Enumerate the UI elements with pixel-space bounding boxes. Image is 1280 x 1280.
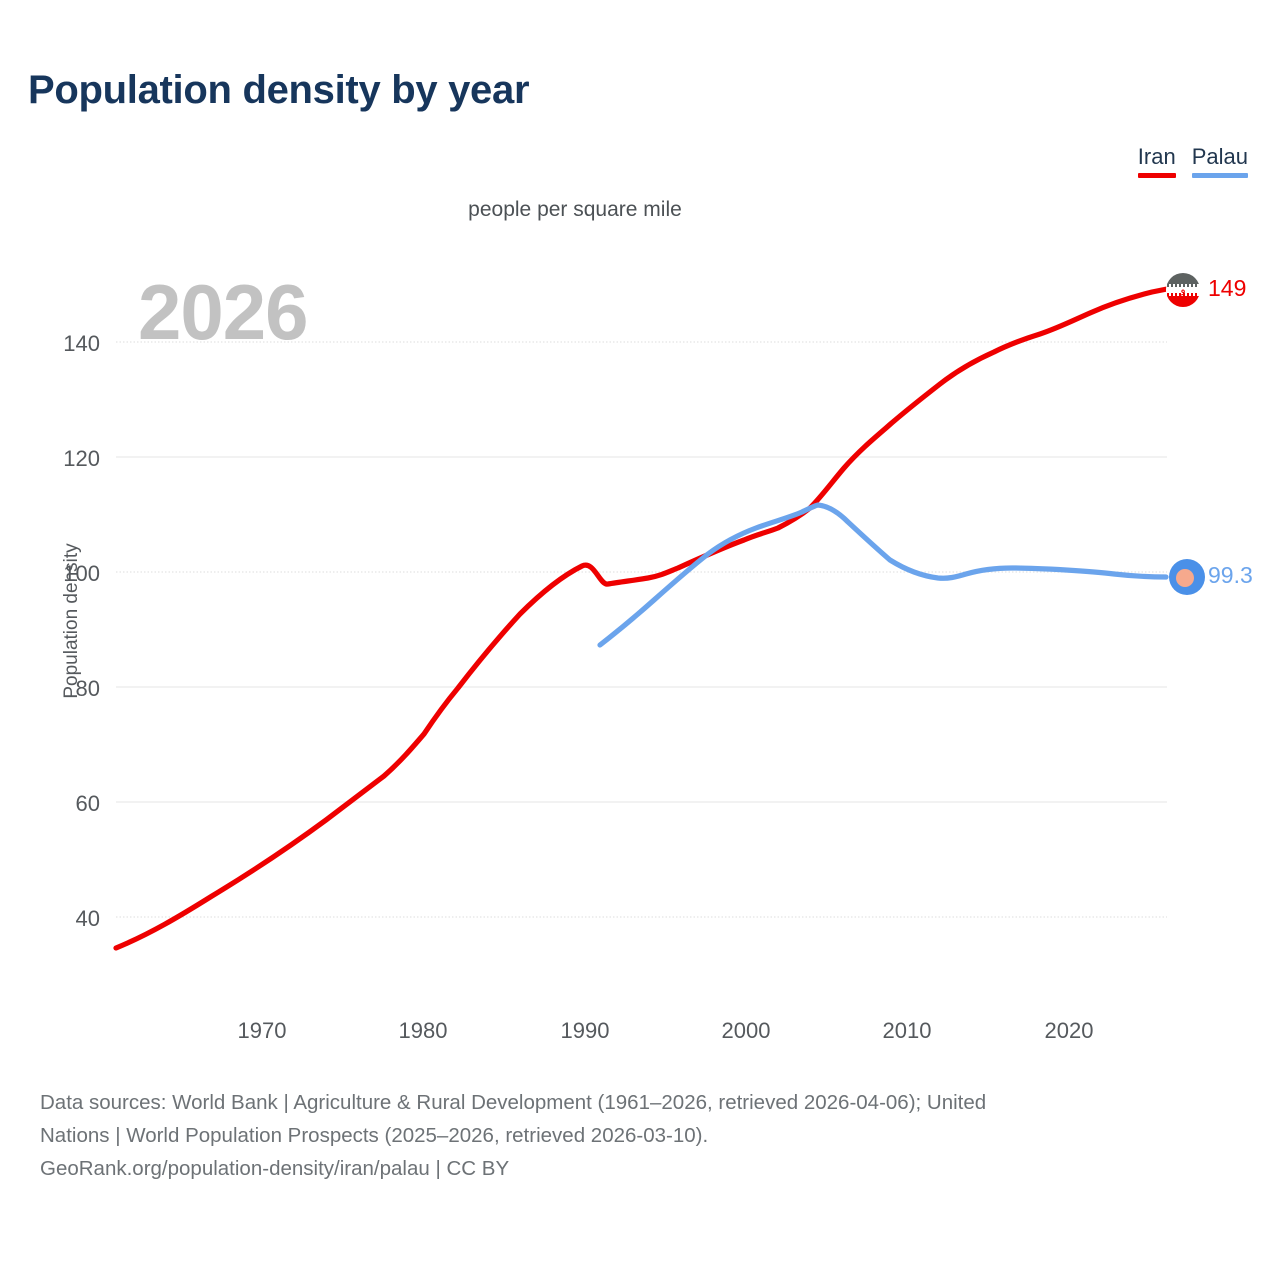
x-tick-label: 2010 xyxy=(882,1018,932,1043)
endpoint-label-iran: 149 xyxy=(1208,275,1247,301)
legend-swatch-iran xyxy=(1137,173,1176,178)
y-tick-label: 40 xyxy=(75,906,100,931)
endpoint-label-palau: 99.3 xyxy=(1208,562,1253,588)
y-tick-label: 140 xyxy=(63,331,100,356)
year-watermark: 2026 xyxy=(138,268,309,356)
legend-label-palau: Palau xyxy=(1191,144,1248,169)
gridlines xyxy=(116,341,1167,918)
series-line-iran xyxy=(113,286,1170,951)
y-tick-label: 80 xyxy=(75,676,100,701)
y-tick-label: 120 xyxy=(63,446,100,471)
legend: Iran Palau xyxy=(1137,144,1248,178)
chart-subtitle: people per square mile xyxy=(468,198,682,221)
x-tick-label: 2000 xyxy=(721,1018,771,1043)
footer-sources: Data sources: World Bank | Agriculture &… xyxy=(40,1086,1255,1185)
x-tick-label: 1990 xyxy=(560,1018,610,1043)
footer-line-1: Data sources: World Bank | Agriculture &… xyxy=(40,1091,987,1114)
svg-text:و: و xyxy=(1179,283,1185,296)
legend-item-iran[interactable]: Iran xyxy=(1137,144,1176,178)
legend-label-iran: Iran xyxy=(1137,144,1176,169)
legend-item-palau[interactable]: Palau xyxy=(1191,144,1248,178)
legend-swatch-palau xyxy=(1191,173,1248,178)
y-tick-label: 60 xyxy=(75,791,100,816)
x-tick-label: 2020 xyxy=(1044,1018,1094,1043)
page-title: Population density by year xyxy=(28,68,530,112)
palau-flag-circle-icon xyxy=(1169,559,1205,595)
footer-line-2: Nations | World Population Prospects (20… xyxy=(40,1124,709,1147)
series-line-palau xyxy=(597,502,1169,648)
footer-line-3: GeoRank.org/population-density/iran/pala… xyxy=(40,1157,510,1180)
iran-flag-circle-icon: و xyxy=(1166,273,1200,307)
y-tick-label: 100 xyxy=(63,561,100,586)
x-tick-label: 1980 xyxy=(398,1018,448,1043)
x-tick-label: 1970 xyxy=(237,1018,287,1043)
